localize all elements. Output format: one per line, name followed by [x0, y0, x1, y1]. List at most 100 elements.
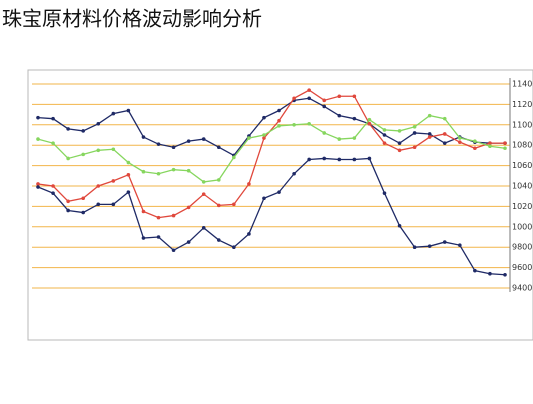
point — [397, 141, 402, 145]
point — [96, 184, 101, 188]
point — [427, 132, 432, 136]
point — [36, 115, 40, 120]
series-line — [37, 97, 505, 157]
point — [397, 223, 402, 228]
point — [262, 196, 266, 201]
point — [412, 131, 417, 135]
point — [367, 156, 372, 161]
point — [337, 113, 342, 118]
point — [201, 180, 206, 184]
point — [277, 124, 281, 128]
point — [216, 238, 221, 242]
point — [186, 240, 191, 244]
point — [277, 108, 281, 113]
point — [488, 271, 492, 276]
point — [503, 146, 507, 151]
point — [458, 243, 462, 247]
point — [367, 117, 372, 122]
point — [232, 202, 236, 207]
point — [36, 182, 40, 186]
point — [51, 191, 55, 195]
point — [216, 145, 221, 150]
point — [367, 121, 372, 126]
point — [171, 213, 176, 218]
point — [503, 141, 507, 145]
point — [458, 136, 462, 140]
point — [458, 140, 462, 144]
point — [186, 139, 191, 143]
point — [307, 121, 311, 126]
point — [232, 155, 236, 160]
y-tick-label: 10600 — [512, 161, 533, 170]
point — [51, 116, 55, 121]
point — [382, 133, 387, 137]
point — [322, 104, 327, 109]
point — [292, 96, 296, 101]
point — [51, 141, 55, 145]
point — [126, 172, 131, 177]
point — [66, 199, 70, 204]
point — [81, 129, 85, 133]
point — [156, 142, 161, 146]
point — [36, 185, 40, 189]
point — [427, 135, 432, 139]
point — [307, 157, 311, 162]
point — [111, 111, 116, 116]
point — [442, 116, 447, 121]
point — [186, 205, 191, 210]
point — [96, 148, 101, 153]
point — [66, 127, 70, 131]
point — [307, 88, 311, 92]
point — [201, 192, 206, 196]
point — [156, 235, 161, 239]
point — [66, 156, 70, 161]
point — [292, 171, 296, 176]
point — [412, 125, 417, 129]
point — [201, 137, 206, 141]
point — [126, 190, 131, 194]
point — [307, 96, 311, 101]
point — [66, 208, 70, 213]
point — [382, 191, 387, 195]
point — [337, 94, 342, 99]
point — [262, 133, 266, 137]
point — [171, 145, 176, 150]
point — [171, 167, 176, 172]
series-line — [37, 114, 506, 183]
point — [322, 156, 327, 161]
point — [277, 118, 281, 123]
point — [382, 128, 387, 132]
series-line — [37, 157, 506, 276]
point — [382, 141, 387, 145]
point — [262, 136, 266, 140]
point — [337, 137, 342, 141]
point — [96, 121, 101, 126]
point — [141, 135, 146, 139]
series-line — [37, 89, 505, 219]
y-tick-label: 11000 — [512, 120, 533, 129]
y-tick-label: 9400 — [512, 284, 532, 293]
y-tick-label: 10200 — [512, 202, 533, 211]
point — [427, 113, 432, 118]
point — [412, 245, 417, 249]
point — [96, 202, 101, 207]
point — [352, 116, 357, 121]
y-tick-label: 9800 — [512, 243, 532, 252]
point — [232, 245, 236, 249]
point — [473, 146, 477, 151]
point — [126, 108, 131, 113]
point — [277, 190, 281, 194]
point — [397, 148, 402, 153]
point — [247, 136, 251, 140]
point — [81, 210, 85, 215]
y-tick-label: 10800 — [512, 141, 533, 150]
point — [427, 244, 432, 248]
point — [473, 268, 477, 273]
point — [141, 169, 146, 174]
point — [442, 141, 447, 145]
point — [156, 215, 161, 220]
point — [81, 152, 85, 157]
point — [352, 157, 357, 162]
point — [186, 168, 191, 173]
